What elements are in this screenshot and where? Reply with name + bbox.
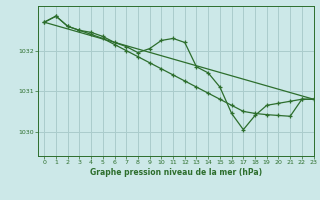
X-axis label: Graphe pression niveau de la mer (hPa): Graphe pression niveau de la mer (hPa) — [90, 168, 262, 177]
